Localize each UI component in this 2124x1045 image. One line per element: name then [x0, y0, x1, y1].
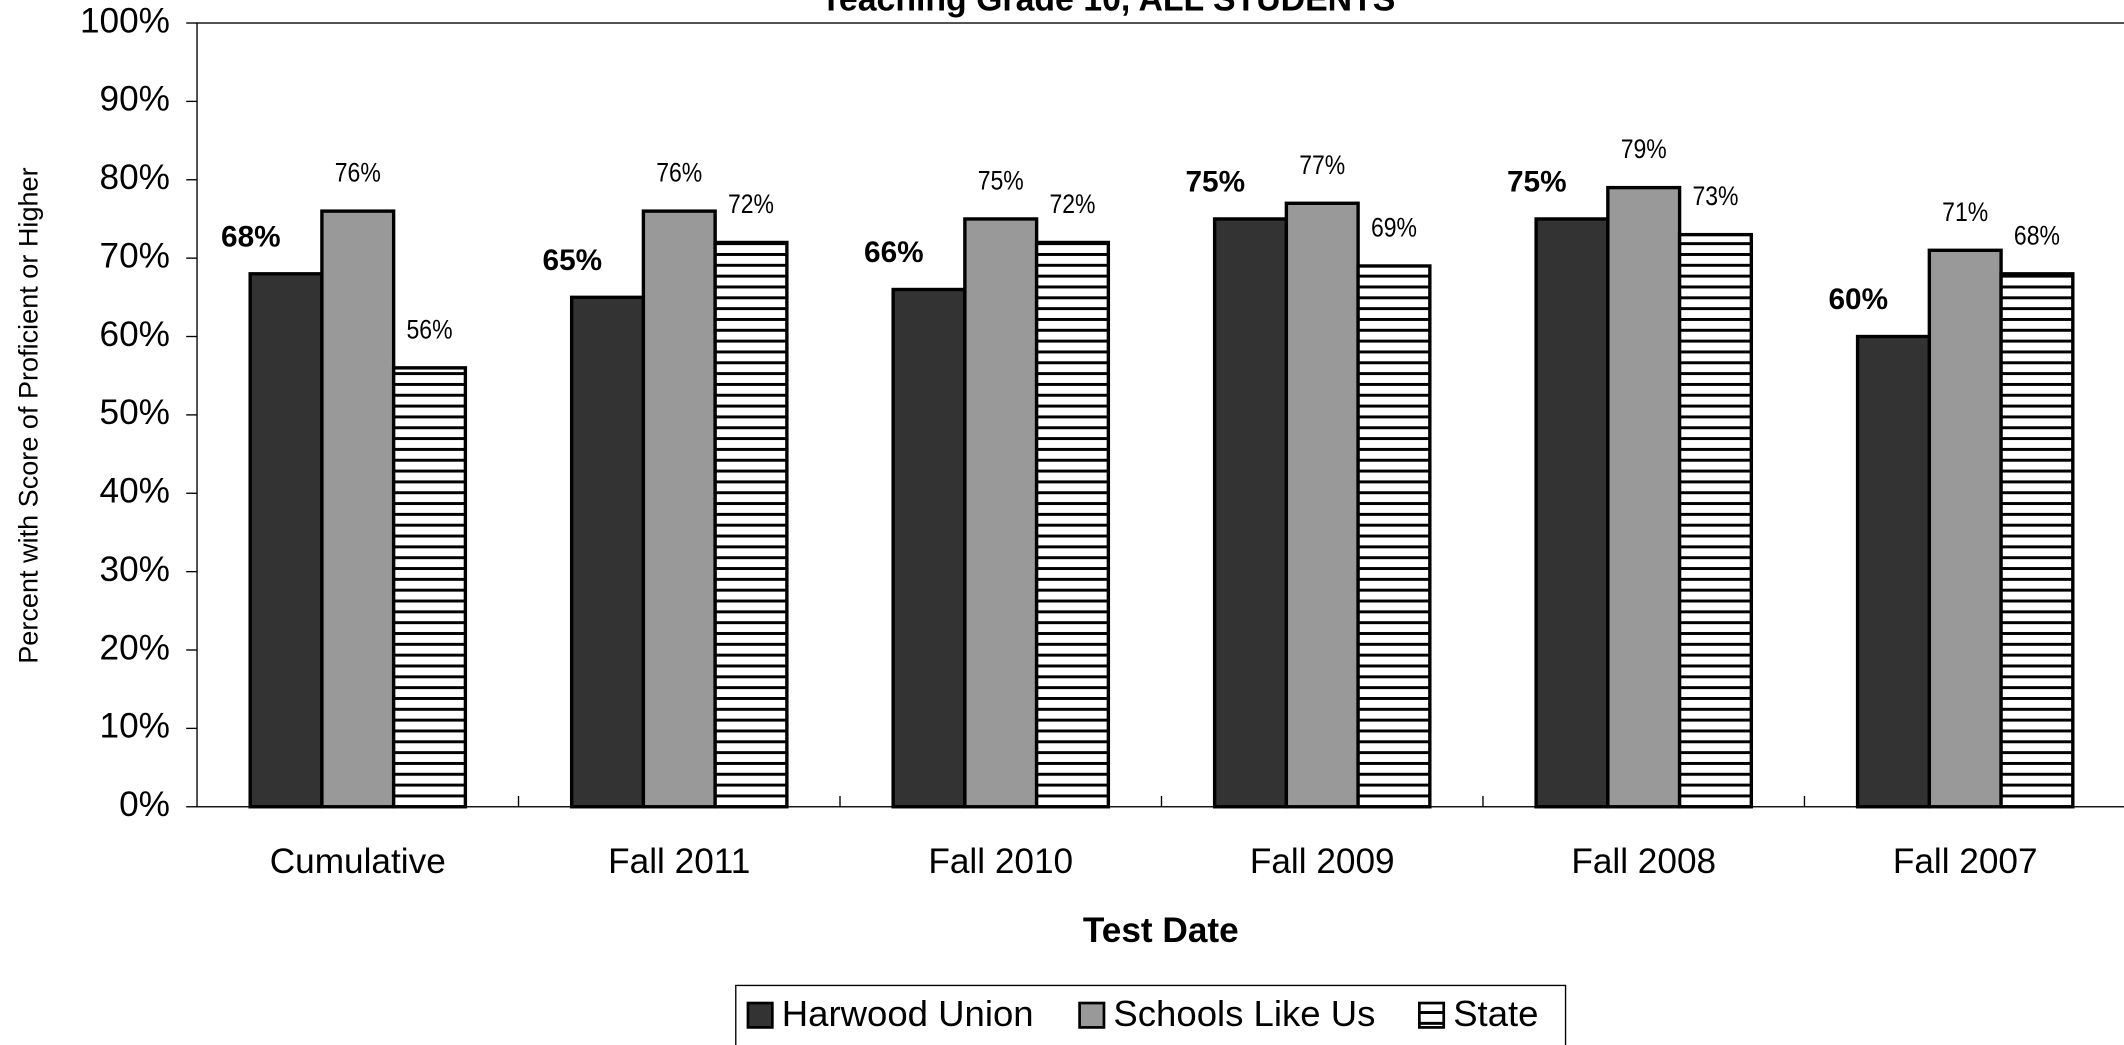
- y-tick-label: 60%: [100, 315, 170, 354]
- data-label: 71%: [1942, 197, 1988, 227]
- legend-label: State: [1453, 993, 1538, 1034]
- bar: [1034, 240, 1111, 809]
- data-label: 68%: [221, 220, 281, 253]
- bar: [391, 366, 468, 809]
- bar: [1677, 232, 1754, 809]
- x-tick-label: Fall 2009: [1250, 842, 1395, 881]
- data-label: 65%: [543, 244, 603, 277]
- data-label: 68%: [2014, 221, 2060, 251]
- bar: [569, 295, 646, 809]
- legend-label: Schools Like Us: [1113, 993, 1375, 1034]
- data-label: 75%: [1507, 166, 1567, 199]
- bar: [1284, 201, 1360, 809]
- data-label: 66%: [864, 236, 924, 269]
- bar: [713, 240, 789, 809]
- y-tick-label: 10%: [100, 707, 170, 746]
- y-tick-label: 0%: [119, 785, 170, 824]
- legend-swatch: [746, 1001, 774, 1029]
- x-tick-label: Fall 2010: [928, 842, 1073, 881]
- data-label: 73%: [1692, 182, 1738, 212]
- bar: [1356, 264, 1432, 809]
- data-label: 77%: [1299, 150, 1345, 180]
- y-tick-label: 20%: [100, 628, 170, 667]
- x-tick-label: Fall 2007: [1893, 842, 2038, 881]
- bar: [1534, 217, 1610, 809]
- data-label: 56%: [406, 315, 452, 345]
- bar: [248, 272, 324, 809]
- data-label: 79%: [1621, 135, 1667, 165]
- bar: [963, 217, 1039, 809]
- y-tick-label: 40%: [100, 472, 170, 511]
- data-label: 75%: [978, 166, 1024, 196]
- bar: [1606, 185, 1682, 809]
- y-tick-label: 50%: [100, 393, 170, 432]
- chart-title: Teaching Grade 10, ALL STUDENTS: [821, 0, 1396, 18]
- y-tick-label: 80%: [100, 158, 170, 197]
- bar: [1927, 248, 2003, 809]
- data-label: 76%: [335, 158, 381, 188]
- y-axis-label: Percent with Score of Proficient or High…: [13, 167, 44, 663]
- x-tick-label: Cumulative: [270, 842, 446, 881]
- data-label: 69%: [1371, 213, 1417, 243]
- y-tick-label: 100%: [80, 1, 170, 40]
- legend-swatch: [1078, 1001, 1106, 1029]
- x-tick-label: Fall 2011: [608, 842, 750, 881]
- bar: [1855, 334, 1932, 809]
- y-tick-label: 30%: [100, 550, 170, 589]
- legend-swatch: [1418, 1001, 1446, 1029]
- legend-label: Harwood Union: [782, 993, 1034, 1034]
- bar: [320, 209, 396, 809]
- data-label: 60%: [1828, 283, 1888, 316]
- data-label: 72%: [1049, 189, 1095, 219]
- x-tick-label: Fall 2008: [1571, 842, 1716, 881]
- y-tick-label: 90%: [100, 80, 170, 119]
- data-label: 75%: [1186, 166, 1246, 199]
- y-tick-label: 70%: [100, 236, 170, 275]
- x-axis-label: Test Date: [1083, 911, 1239, 950]
- bar: [1999, 272, 2075, 809]
- bar: [641, 209, 717, 809]
- data-label: 76%: [656, 158, 702, 188]
- bar: [1212, 217, 1289, 809]
- plot-area: [196, 22, 2124, 808]
- bar: [891, 287, 967, 809]
- data-label: 72%: [728, 189, 774, 219]
